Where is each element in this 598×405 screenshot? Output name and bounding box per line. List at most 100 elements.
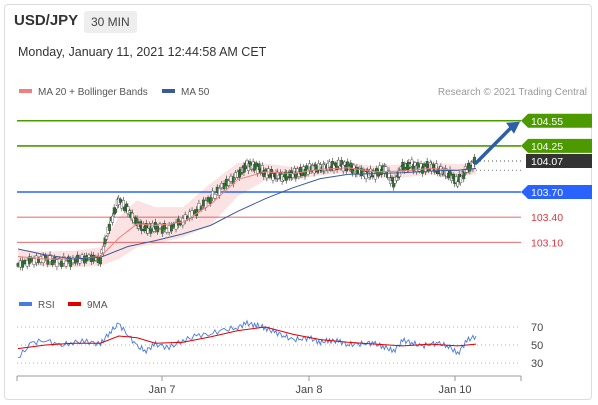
candle-body — [425, 161, 429, 169]
current-price-tag — [526, 153, 592, 168]
candle-body — [147, 223, 151, 229]
candle-body — [454, 176, 458, 183]
candle-body — [260, 165, 264, 173]
candle-body — [60, 261, 63, 267]
candle-body — [398, 170, 402, 177]
candle-body — [378, 165, 382, 173]
candle-body — [343, 161, 347, 166]
ma50-line — [17, 168, 477, 260]
rsi-tick-label: 50 — [531, 340, 543, 352]
candle-body — [78, 257, 82, 264]
candle-body — [135, 218, 139, 226]
candle-body — [332, 164, 336, 171]
candle-body — [176, 218, 180, 226]
candle-body — [303, 169, 307, 177]
rsi-tick-label: 30 — [531, 358, 543, 370]
candle-body — [111, 215, 115, 223]
timeframe-badge[interactable]: 30 MIN — [84, 11, 137, 33]
candle-body — [34, 255, 38, 263]
candle-body — [62, 256, 66, 264]
candle-body — [395, 176, 399, 181]
candle-body — [44, 254, 47, 260]
candle-body — [83, 256, 86, 264]
rsi-panel: 70 50 30 — [17, 319, 543, 370]
candle-body — [257, 163, 261, 170]
candle-body — [220, 183, 224, 188]
x-tick-label: Jan 8 — [296, 384, 323, 396]
candle-body — [390, 176, 394, 182]
rsi-legend-swatch — [19, 302, 32, 306]
rsi-tick-label: 70 — [531, 322, 543, 334]
candle-body — [412, 164, 415, 172]
resistance-level-label: 104.25 — [531, 141, 563, 153]
datetime-label: Monday, January 11, 2021 12:44:58 AM CET — [18, 45, 267, 59]
candle-body — [282, 176, 286, 181]
candle-body — [459, 176, 463, 183]
candle-body — [167, 225, 171, 233]
candle-body — [350, 166, 354, 174]
current-price-label: 104.07 — [531, 156, 563, 168]
time-axis: Jan 7 Jan 8 Jan 10 — [16, 375, 522, 396]
candle-body — [349, 162, 353, 170]
candle-body — [114, 208, 118, 213]
candle-body — [305, 165, 308, 171]
candle-body — [37, 258, 41, 263]
candle-body — [158, 223, 162, 229]
forecast-arrow-head — [506, 121, 520, 134]
candle-body — [99, 257, 102, 265]
rsi-legend-label: RSI — [38, 300, 55, 311]
candle-body — [413, 162, 417, 167]
candle-body — [156, 226, 160, 233]
credit-label: Research © 2021 Trading Central — [438, 87, 587, 98]
candle-body — [254, 162, 258, 168]
candle-body — [218, 188, 221, 196]
resistance-level-tag — [521, 113, 592, 128]
candle-body — [300, 171, 304, 177]
candle-body — [456, 181, 460, 187]
price-panel: 104.55 104.25 104.07 103.70 103.40 103.10 — [16, 113, 592, 271]
ma50-legend-swatch — [162, 89, 175, 93]
forecast-arrow-shaft — [474, 126, 513, 165]
candle-body — [69, 259, 73, 267]
candle-body — [64, 260, 68, 267]
minor-level-label: 103.40 — [531, 212, 563, 224]
candle-body — [197, 203, 201, 211]
candle-body — [410, 159, 414, 167]
candle-body — [211, 190, 215, 199]
candle-body — [244, 163, 247, 170]
candle-body — [46, 258, 50, 265]
ma9-line — [17, 326, 477, 350]
chart-frame — [4, 4, 592, 400]
candle-body — [222, 183, 226, 190]
candle-body — [165, 228, 169, 233]
candle-body — [215, 186, 219, 193]
candle-body — [118, 198, 122, 203]
candle-body — [53, 256, 57, 263]
x-tick-label: Jan 7 — [149, 384, 176, 396]
candle-body — [384, 166, 388, 173]
candle-body — [451, 174, 455, 179]
support-level-tag — [521, 185, 592, 199]
candle-body — [248, 161, 252, 168]
candle-body — [57, 258, 61, 264]
candle-body — [39, 256, 43, 263]
candle-body — [126, 206, 130, 214]
candle-body — [229, 175, 233, 182]
ma20-line — [17, 167, 477, 260]
candle-body — [50, 259, 54, 266]
ma9-legend-swatch — [68, 302, 81, 306]
candle-body — [234, 172, 237, 178]
candle-body — [468, 164, 472, 172]
candle-body — [174, 222, 178, 230]
ma20-legend-swatch — [19, 89, 32, 93]
candle-body — [160, 226, 164, 234]
candle-body — [192, 210, 196, 215]
resistance-level-label: 104.55 — [531, 116, 563, 128]
candle-body — [328, 161, 331, 169]
ma20-legend-label: MA 20 + Bollinger Bands — [38, 87, 148, 98]
candle-body — [170, 224, 173, 232]
candle-body — [206, 197, 210, 202]
candle-body — [23, 259, 27, 264]
candle-body — [421, 166, 424, 174]
